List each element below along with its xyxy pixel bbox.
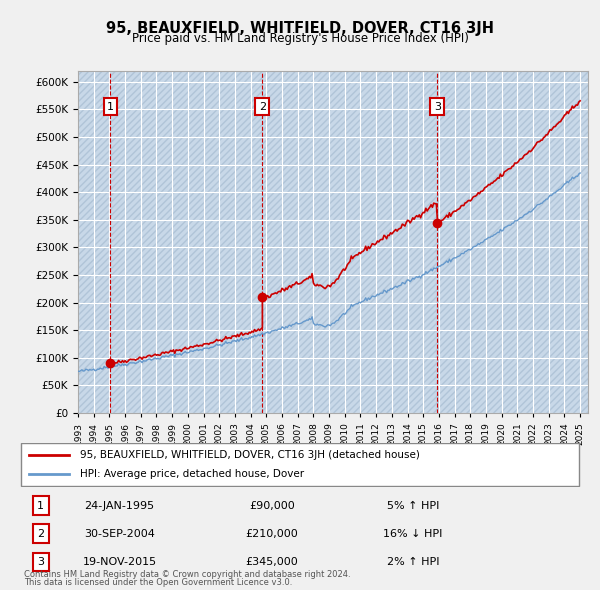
FancyBboxPatch shape (21, 444, 579, 486)
Text: 2% ↑ HPI: 2% ↑ HPI (386, 557, 439, 567)
Text: 95, BEAUXFIELD, WHITFIELD, DOVER, CT16 3JH: 95, BEAUXFIELD, WHITFIELD, DOVER, CT16 3… (106, 21, 494, 35)
Text: 16% ↓ HPI: 16% ↓ HPI (383, 529, 442, 539)
Text: 19-NOV-2015: 19-NOV-2015 (82, 557, 157, 567)
Text: 3: 3 (434, 101, 440, 112)
Text: 95, BEAUXFIELD, WHITFIELD, DOVER, CT16 3JH (detached house): 95, BEAUXFIELD, WHITFIELD, DOVER, CT16 3… (80, 450, 420, 460)
Text: £210,000: £210,000 (245, 529, 298, 539)
Text: 1: 1 (107, 101, 114, 112)
Text: £90,000: £90,000 (249, 500, 295, 510)
Text: Price paid vs. HM Land Registry's House Price Index (HPI): Price paid vs. HM Land Registry's House … (131, 32, 469, 45)
Text: 1: 1 (37, 500, 44, 510)
Text: 3: 3 (37, 557, 44, 567)
Text: 5% ↑ HPI: 5% ↑ HPI (386, 500, 439, 510)
Text: 30-SEP-2004: 30-SEP-2004 (84, 529, 155, 539)
Text: HPI: Average price, detached house, Dover: HPI: Average price, detached house, Dove… (80, 470, 304, 479)
Text: This data is licensed under the Open Government Licence v3.0.: This data is licensed under the Open Gov… (24, 578, 292, 587)
Text: 2: 2 (37, 529, 44, 539)
Text: Contains HM Land Registry data © Crown copyright and database right 2024.: Contains HM Land Registry data © Crown c… (24, 570, 350, 579)
Text: 2: 2 (259, 101, 266, 112)
Text: £345,000: £345,000 (245, 557, 298, 567)
Text: 24-JAN-1995: 24-JAN-1995 (85, 500, 155, 510)
